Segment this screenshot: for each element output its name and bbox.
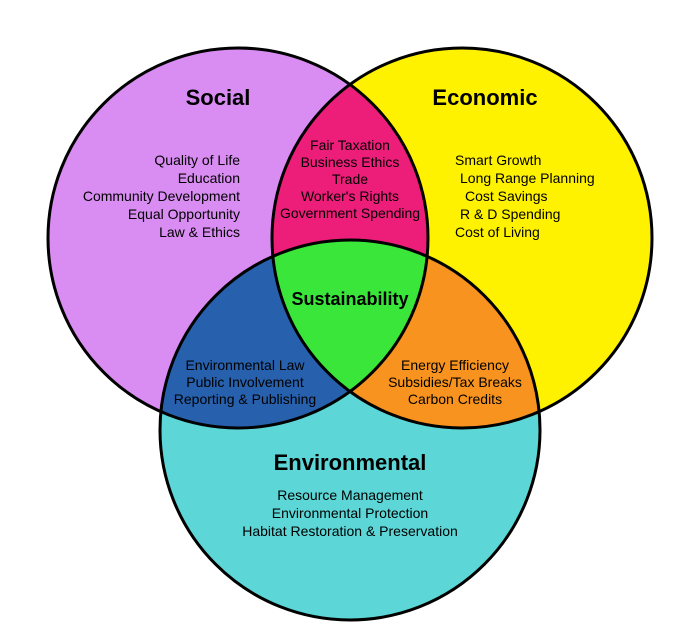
soc-eco-item-4: Government Spending: [280, 205, 420, 221]
economic-item-0: Smart Growth: [455, 152, 541, 168]
social-item-1: Education: [178, 170, 240, 186]
soc-eco-item-3: Worker's Rights: [301, 188, 399, 204]
soc-eco-item-2: Trade: [332, 171, 368, 187]
environmental-item-1: Environmental Protection: [272, 505, 428, 521]
social-item-4: Law & Ethics: [159, 224, 240, 240]
venn-diagram: Social Economic Environmental Quality of…: [0, 0, 700, 644]
economic-item-4: Cost of Living: [455, 224, 540, 240]
social-item-2: Community Development: [83, 188, 240, 204]
environmental-item-0: Resource Management: [277, 487, 423, 503]
venn-svg: Social Economic Environmental Quality of…: [0, 0, 700, 644]
soc-eco-item-1: Business Ethics: [301, 154, 400, 170]
eco-env-item-1: Subsidies/Tax Breaks: [388, 374, 522, 390]
soc-env-item-1: Public Involvement: [186, 374, 304, 390]
social-item-3: Equal Opportunity: [128, 206, 240, 222]
environmental-item-2: Habitat Restoration & Preservation: [242, 523, 458, 539]
soc-eco-item-0: Fair Taxation: [310, 137, 390, 153]
social-item-0: Quality of Life: [154, 152, 240, 168]
economic-item-3: R & D Spending: [460, 206, 560, 222]
title-economic: Economic: [432, 85, 537, 110]
economic-item-2: Cost Savings: [465, 188, 547, 204]
soc-env-item-2: Reporting & Publishing: [174, 391, 316, 407]
title-environmental: Environmental: [274, 450, 427, 475]
economic-item-1: Long Range Planning: [460, 170, 595, 186]
soc-env-item-0: Environmental Law: [185, 357, 305, 373]
title-social: Social: [186, 85, 251, 110]
eco-env-item-2: Carbon Credits: [408, 391, 502, 407]
eco-env-item-0: Energy Efficiency: [401, 357, 509, 373]
center-label: Sustainability: [291, 289, 408, 309]
